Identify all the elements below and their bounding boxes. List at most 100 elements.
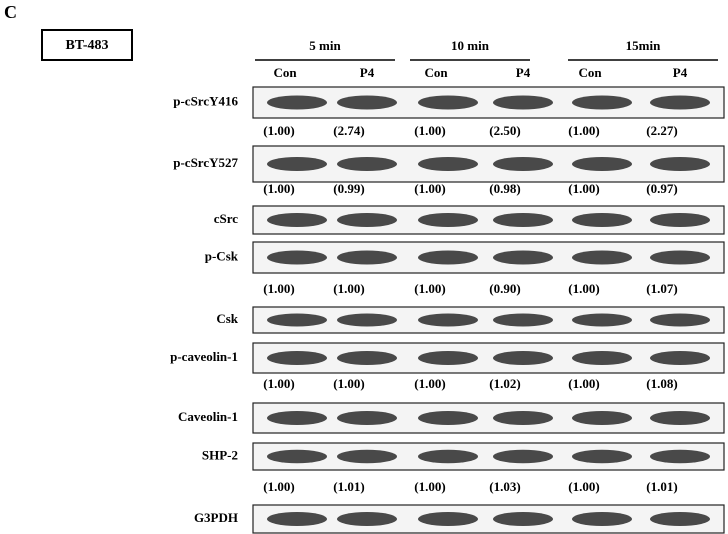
band: [650, 157, 710, 171]
blot-label: p-Csk: [205, 248, 239, 263]
time-group: 10 min: [451, 38, 490, 53]
quantification: (1.00): [333, 376, 364, 391]
blot-frame: [252, 442, 725, 471]
quantification: (1.00): [263, 123, 294, 138]
band: [572, 411, 632, 425]
quantification: (1.00): [263, 181, 294, 196]
band: [650, 411, 710, 425]
band: [650, 512, 710, 526]
band: [493, 313, 553, 327]
blot-label: Csk: [216, 311, 238, 326]
band: [650, 351, 710, 365]
blot-label: p-cSrcY416: [173, 93, 238, 108]
blot-frame: [252, 306, 725, 334]
band: [493, 95, 553, 110]
band: [493, 157, 553, 171]
band: [337, 313, 397, 327]
band: [418, 512, 478, 526]
band: [337, 411, 397, 425]
blot-label: SHP-2: [202, 447, 238, 462]
band: [572, 512, 632, 526]
quantification: (1.00): [263, 376, 294, 391]
band: [572, 449, 632, 464]
quantification: (1.02): [489, 376, 520, 391]
quantification: (0.90): [489, 281, 520, 296]
band: [572, 157, 632, 171]
quantification: (2.27): [646, 123, 677, 138]
blot-frame: [252, 402, 725, 434]
band: [650, 95, 710, 110]
band: [493, 449, 553, 464]
band: [650, 213, 710, 227]
blot-frame: [252, 145, 725, 183]
time-group: 15min: [626, 38, 661, 53]
band: [267, 95, 327, 110]
quantification: (1.00): [414, 281, 445, 296]
quantification: (1.00): [414, 181, 445, 196]
band: [418, 449, 478, 464]
band: [418, 213, 478, 227]
quantification: (1.00): [414, 376, 445, 391]
band: [650, 250, 710, 265]
band: [418, 95, 478, 110]
quantification: (0.97): [646, 181, 677, 196]
band: [337, 95, 397, 110]
band: [267, 213, 327, 227]
blot-label: cSrc: [214, 211, 239, 226]
cell-line-box: [41, 29, 133, 61]
quantification: (2.74): [333, 123, 364, 138]
band: [337, 157, 397, 171]
band: [493, 250, 553, 265]
band: [337, 449, 397, 464]
quantification: (1.00): [568, 281, 599, 296]
band: [418, 351, 478, 365]
quantification: (2.50): [489, 123, 520, 138]
band: [337, 512, 397, 526]
band: [572, 313, 632, 327]
band: [267, 157, 327, 171]
quantification: (1.00): [263, 479, 294, 494]
band: [267, 411, 327, 425]
quantification: (1.00): [414, 479, 445, 494]
band: [650, 449, 710, 464]
quantification: (1.00): [568, 123, 599, 138]
quantification: (1.00): [568, 181, 599, 196]
quantification: (1.00): [333, 281, 364, 296]
panel-label: C: [4, 2, 17, 22]
quantification: (1.00): [414, 123, 445, 138]
blot-frame: [252, 86, 725, 119]
cell-line: BT-483: [65, 38, 108, 53]
time-group: 5 min: [309, 38, 341, 53]
band: [572, 213, 632, 227]
band: [418, 411, 478, 425]
band: [337, 213, 397, 227]
blot-label: p-cSrcY527: [173, 155, 238, 170]
band: [572, 351, 632, 365]
blot-label: p-caveolin-1: [170, 349, 238, 364]
band: [267, 512, 327, 526]
band: [493, 213, 553, 227]
quantification: (0.98): [489, 181, 520, 196]
blot-frame: [252, 241, 725, 274]
band: [572, 95, 632, 110]
band: [572, 250, 632, 265]
lane-label: Con: [578, 65, 602, 80]
blot-label: Caveolin-1: [178, 409, 238, 424]
band: [267, 313, 327, 327]
lane-label: Con: [424, 65, 448, 80]
lane-label: Con: [273, 65, 297, 80]
quantification: (1.01): [333, 479, 364, 494]
lane-label: P4: [673, 65, 688, 80]
band: [267, 250, 327, 265]
blot-frame: [252, 342, 725, 374]
band: [267, 449, 327, 464]
band: [493, 512, 553, 526]
quantification: (1.01): [646, 479, 677, 494]
blot-label: G3PDH: [194, 510, 238, 525]
band: [267, 351, 327, 365]
quantification: (1.08): [646, 376, 677, 391]
band: [418, 157, 478, 171]
quantification: (1.07): [646, 281, 677, 296]
quantification: (1.00): [568, 479, 599, 494]
